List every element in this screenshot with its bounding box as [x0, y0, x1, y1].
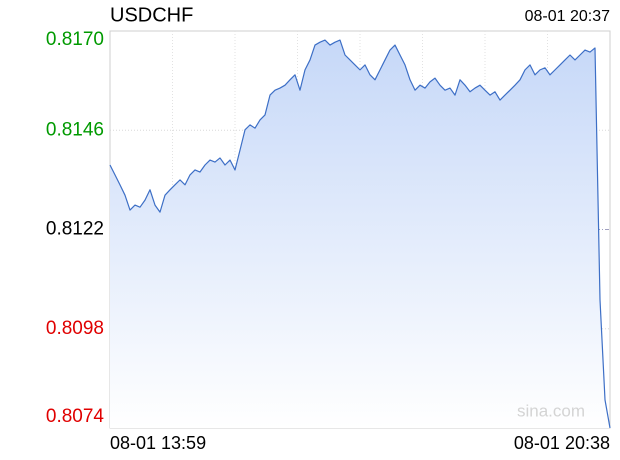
- y-tick-label: 0.8170: [46, 29, 104, 50]
- marks: [109, 39, 611, 429]
- y-tick-label: 0.8098: [46, 318, 104, 339]
- watermark: sina.com: [517, 401, 585, 420]
- y-tick-label: 0.8074: [46, 406, 105, 427]
- price-area: [110, 40, 610, 428]
- price-line: [109, 39, 611, 429]
- title: USDCHF: [110, 4, 193, 26]
- timestamp: 08-01 20:37: [525, 8, 611, 25]
- y-tick-label: 0.8146: [46, 119, 104, 140]
- x-start-label: 08-01 13:59: [110, 433, 206, 453]
- y-tick-label: 0.8122: [46, 219, 104, 240]
- x-end-label: 08-01 20:38: [514, 433, 610, 453]
